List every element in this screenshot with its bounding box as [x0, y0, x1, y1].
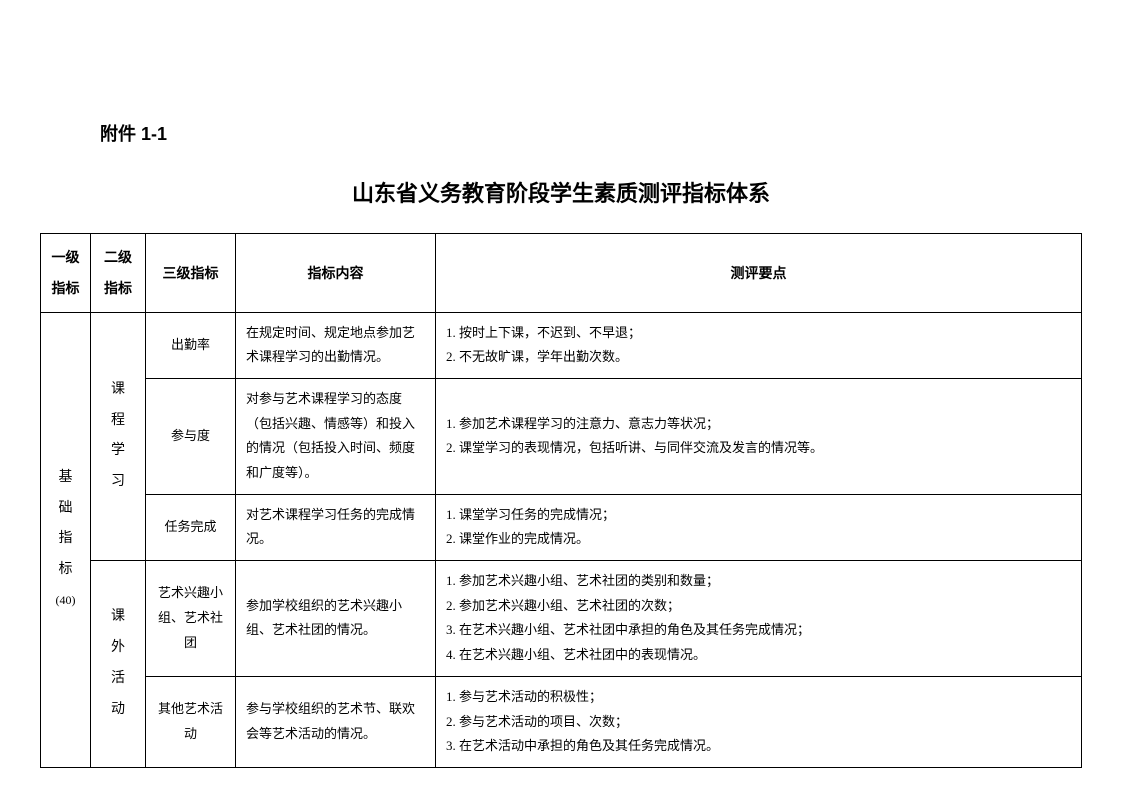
table-header-row: 一级 指标 二级 指标 三级指标 指标内容 测评要点 — [41, 234, 1082, 313]
points-cell: 1. 参加艺术课程学习的注意力、意志力等状况； 2. 课堂学习的表现情况，包括听… — [436, 378, 1082, 494]
appendix-label: 附件 1-1 — [100, 120, 1082, 146]
lvl1-cell: 基 础 指 标 (40) — [41, 312, 91, 767]
content-cell: 参加学校组织的艺术兴趣小组、艺术社团的情况。 — [236, 561, 436, 677]
lvl3-cell: 任务完成 — [146, 494, 236, 560]
indicator-table: 一级 指标 二级 指标 三级指标 指标内容 测评要点 基 础 指 标 (40) … — [40, 233, 1082, 768]
table-row: 课 外 活 动 艺术兴趣小组、艺术社团 参加学校组织的艺术兴趣小组、艺术社团的情… — [41, 561, 1082, 677]
lvl2-b-cell: 课 外 活 动 — [91, 561, 146, 768]
lvl2-a-cell: 课 程 学 习 — [91, 312, 146, 561]
table-row: 基 础 指 标 (40) 课 程 学 习 出勤率 在规定时间、规定地点参加艺术课… — [41, 312, 1082, 378]
header-content: 指标内容 — [236, 234, 436, 313]
header-points: 测评要点 — [436, 234, 1082, 313]
points-cell: 1. 按时上下课，不迟到、不早退； 2. 不无故旷课，学年出勤次数。 — [436, 312, 1082, 378]
table-row: 任务完成 对艺术课程学习任务的完成情况。 1. 课堂学习任务的完成情况； 2. … — [41, 494, 1082, 560]
table-row: 其他艺术活动 参与学校组织的艺术节、联欢会等艺术活动的情况。 1. 参与艺术活动… — [41, 676, 1082, 767]
content-cell: 在规定时间、规定地点参加艺术课程学习的出勤情况。 — [236, 312, 436, 378]
content-cell: 对参与艺术课程学习的态度（包括兴趣、情感等）和投入的情况（包括投入时间、频度和广… — [236, 378, 436, 494]
content-cell: 对艺术课程学习任务的完成情况。 — [236, 494, 436, 560]
header-lvl2: 二级 指标 — [91, 234, 146, 313]
lvl1-weight: (40) — [56, 593, 76, 607]
content-cell: 参与学校组织的艺术节、联欢会等艺术活动的情况。 — [236, 676, 436, 767]
table-row: 参与度 对参与艺术课程学习的态度（包括兴趣、情感等）和投入的情况（包括投入时间、… — [41, 378, 1082, 494]
lvl1-name: 基 础 指 标 — [59, 470, 73, 577]
lvl3-cell: 其他艺术活动 — [146, 676, 236, 767]
points-cell: 1. 课堂学习任务的完成情况； 2. 课堂作业的完成情况。 — [436, 494, 1082, 560]
points-cell: 1. 参与艺术活动的积极性； 2. 参与艺术活动的项目、次数； 3. 在艺术活动… — [436, 676, 1082, 767]
page-title: 山东省义务教育阶段学生素质测评指标体系 — [40, 176, 1082, 208]
lvl3-cell: 出勤率 — [146, 312, 236, 378]
header-lvl3: 三级指标 — [146, 234, 236, 313]
lvl3-cell: 艺术兴趣小组、艺术社团 — [146, 561, 236, 677]
header-lvl1: 一级 指标 — [41, 234, 91, 313]
lvl3-cell: 参与度 — [146, 378, 236, 494]
points-cell: 1. 参加艺术兴趣小组、艺术社团的类别和数量； 2. 参加艺术兴趣小组、艺术社团… — [436, 561, 1082, 677]
